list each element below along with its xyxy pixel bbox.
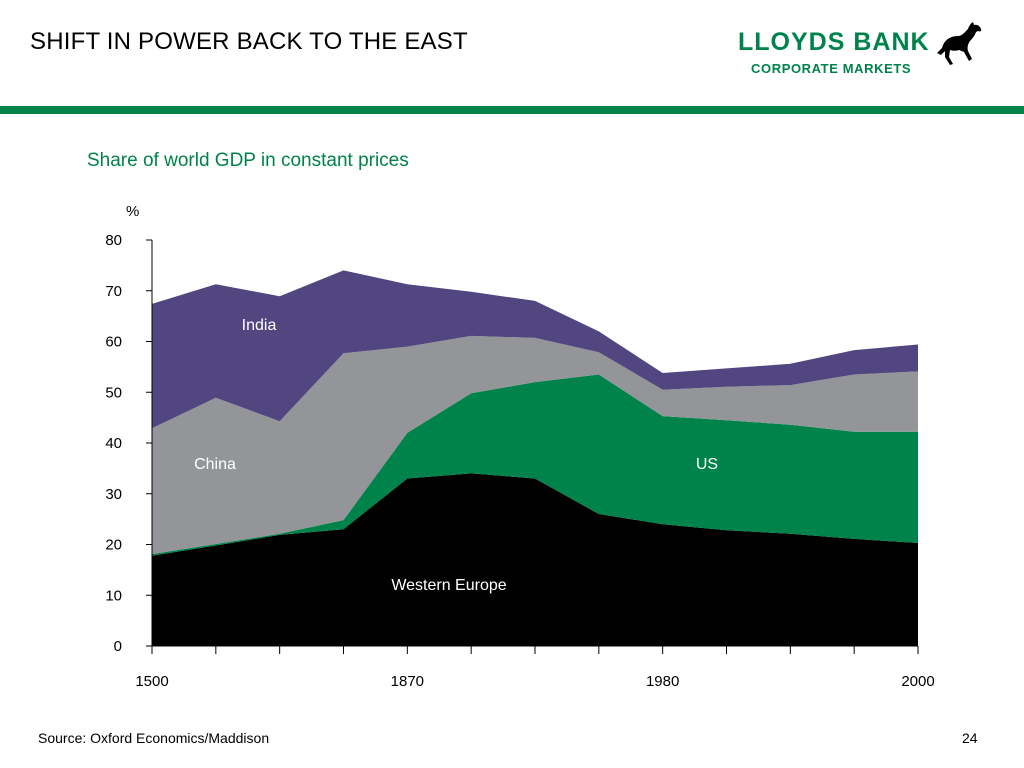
area-us (152, 374, 918, 556)
area-china (152, 335, 918, 555)
slide-title: SHIFT IN POWER BACK TO THE EAST (30, 28, 468, 55)
area-label-china: China (194, 456, 236, 473)
chart-title: Share of world GDP in constant prices (87, 150, 409, 171)
logo-name: LLOYDS BANK (738, 28, 930, 56)
y-tick-label-40: 40 (105, 435, 122, 452)
lloyds-bank-logo: LLOYDS BANK CORPORATE MARKETS (736, 22, 996, 84)
area-western-europe (152, 473, 918, 646)
logo-subtitle: CORPORATE MARKETS (751, 61, 912, 76)
x-tick-label-1980: 1980 (646, 673, 679, 690)
y-tick-label-50: 50 (105, 384, 122, 401)
page-number: 24 (962, 730, 978, 746)
source-note: Source: Oxford Economics/Maddison (38, 730, 270, 746)
chart-areas (152, 270, 918, 646)
y-axis-unit-label: % (126, 203, 139, 220)
area-label-western-europe: Western Europe (391, 577, 506, 594)
black-horse-icon (937, 22, 982, 65)
y-tick-label-80: 80 (105, 232, 122, 249)
area-label-india: India (242, 317, 277, 334)
x-tick-label-1500: 1500 (135, 673, 168, 690)
y-tick-label-70: 70 (105, 283, 122, 300)
y-tick-label-0: 0 (114, 638, 122, 655)
area-india (152, 270, 918, 429)
y-tick-label-30: 30 (105, 486, 122, 503)
y-tick-label-60: 60 (105, 334, 122, 351)
header-divider (0, 106, 1024, 114)
area-label-us: US (696, 456, 718, 473)
x-tick-label-2000: 2000 (901, 673, 934, 690)
y-tick-label-20: 20 (105, 537, 122, 554)
x-tick-label-1870: 1870 (391, 673, 424, 690)
chart-labels: Western Europe US China India (194, 317, 718, 594)
y-tick-label-10: 10 (105, 587, 122, 604)
chart-axes: 0 10 20 30 40 50 60 70 80% 1500 1870 1980 2000 (105, 203, 934, 690)
